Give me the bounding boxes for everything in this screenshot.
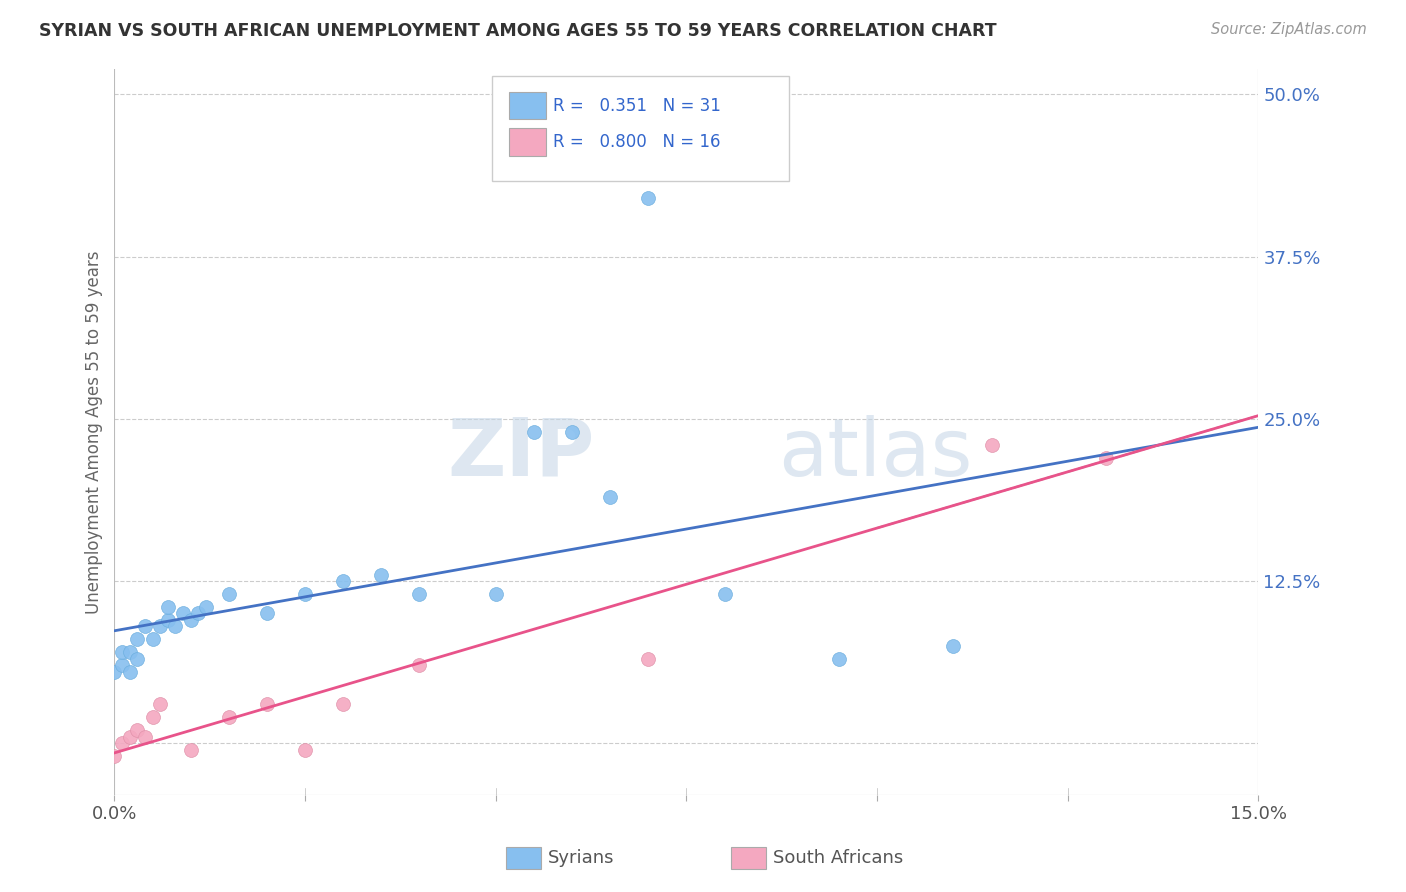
Point <box>127 652 149 666</box>
Point <box>149 698 172 712</box>
Point <box>180 613 202 627</box>
Point <box>156 599 179 614</box>
Text: ZIP: ZIP <box>447 415 595 492</box>
Point <box>256 607 278 621</box>
Text: Source: ZipAtlas.com: Source: ZipAtlas.com <box>1211 22 1367 37</box>
Point <box>218 710 240 724</box>
Text: R =   0.351   N = 31: R = 0.351 N = 31 <box>553 96 720 114</box>
Point <box>111 645 134 659</box>
Point <box>118 730 141 744</box>
Text: R =   0.800   N = 16: R = 0.800 N = 16 <box>553 133 720 151</box>
Point <box>599 490 621 504</box>
Point <box>156 613 179 627</box>
Point <box>134 730 156 744</box>
Y-axis label: Unemployment Among Ages 55 to 59 years: Unemployment Among Ages 55 to 59 years <box>86 250 103 614</box>
Point <box>828 652 851 666</box>
Point <box>485 587 508 601</box>
Point <box>134 619 156 633</box>
Point <box>127 632 149 647</box>
Point <box>561 425 583 439</box>
Point <box>111 658 134 673</box>
Point <box>218 587 240 601</box>
Point <box>637 652 659 666</box>
Point <box>165 619 187 633</box>
Point <box>141 710 163 724</box>
Text: SYRIAN VS SOUTH AFRICAN UNEMPLOYMENT AMONG AGES 55 TO 59 YEARS CORRELATION CHART: SYRIAN VS SOUTH AFRICAN UNEMPLOYMENT AMO… <box>39 22 997 40</box>
Point <box>332 574 354 588</box>
Point <box>942 639 965 653</box>
Text: atlas: atlas <box>778 415 973 492</box>
Text: Syrians: Syrians <box>548 849 614 867</box>
Point <box>637 191 659 205</box>
FancyBboxPatch shape <box>509 128 546 156</box>
Text: South Africans: South Africans <box>773 849 904 867</box>
Point <box>103 665 125 679</box>
Point <box>187 607 209 621</box>
Point <box>118 665 141 679</box>
Point <box>294 742 316 756</box>
Point <box>127 723 149 738</box>
FancyBboxPatch shape <box>509 92 546 120</box>
FancyBboxPatch shape <box>492 76 789 181</box>
Point <box>149 619 172 633</box>
Point <box>370 567 392 582</box>
Point <box>256 698 278 712</box>
Point <box>713 587 735 601</box>
Point <box>523 425 546 439</box>
Point <box>172 607 194 621</box>
Point <box>111 736 134 750</box>
Point <box>141 632 163 647</box>
Point <box>408 658 430 673</box>
Point <box>332 698 354 712</box>
Point <box>294 587 316 601</box>
Point <box>408 587 430 601</box>
Point <box>180 742 202 756</box>
Point <box>194 599 217 614</box>
Point <box>1095 450 1118 465</box>
Point <box>118 645 141 659</box>
Point <box>980 438 1002 452</box>
Point <box>103 749 125 764</box>
